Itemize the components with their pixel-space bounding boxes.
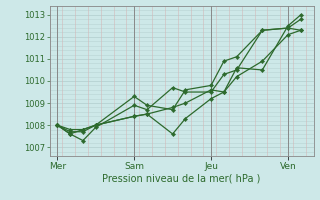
X-axis label: Pression niveau de la mer( hPa ): Pression niveau de la mer( hPa ): [102, 173, 261, 183]
